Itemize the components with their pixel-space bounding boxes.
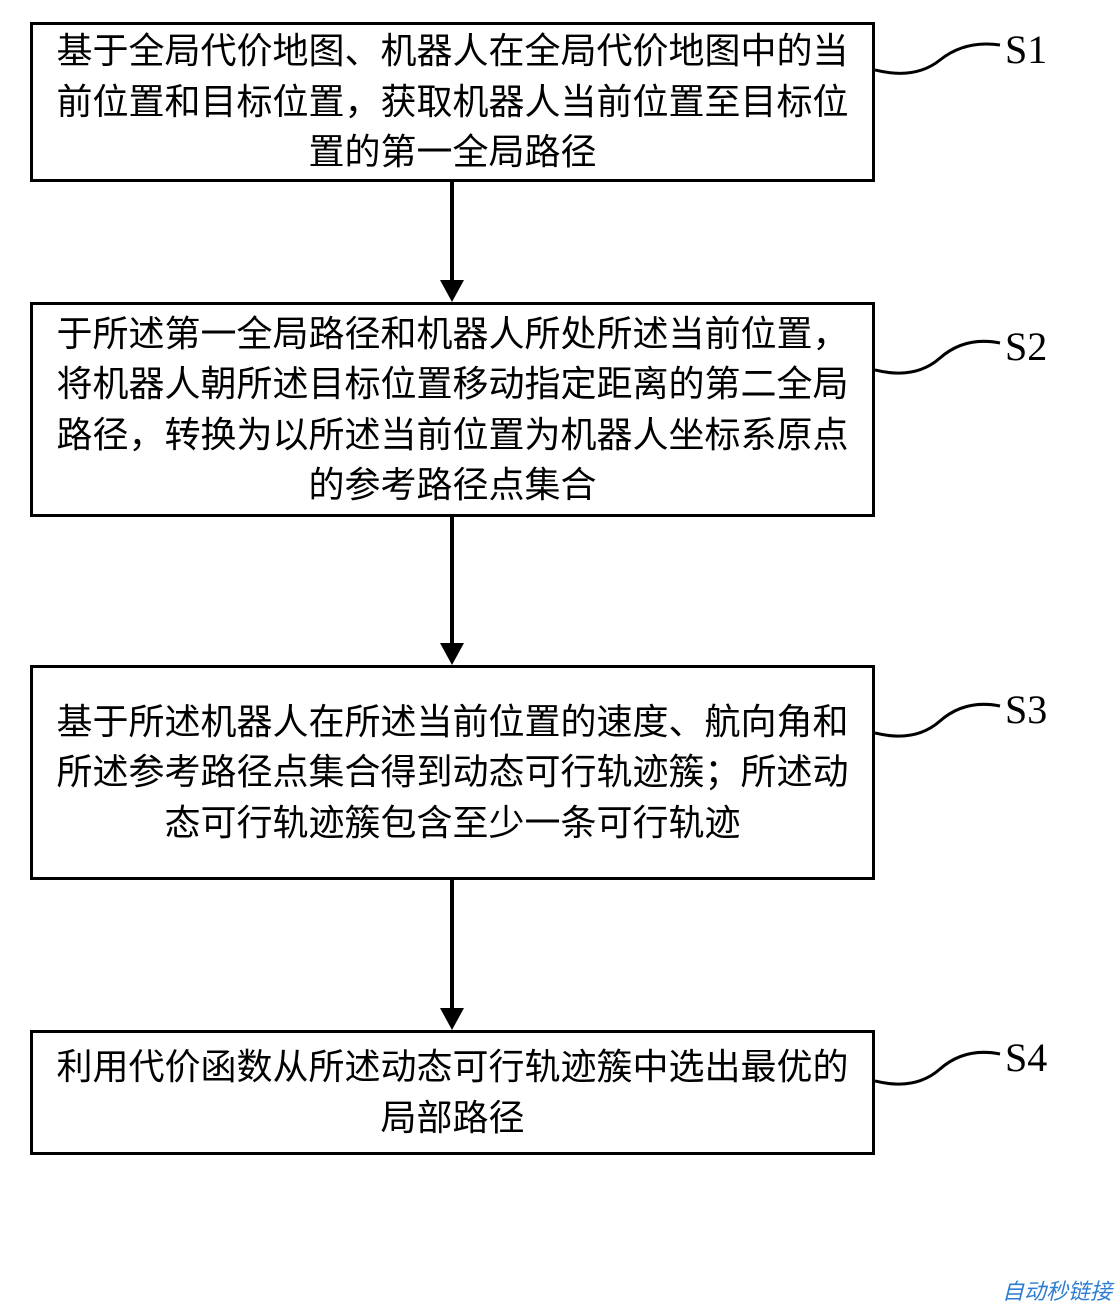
arrow-s3-s4-head	[440, 1008, 464, 1030]
step-label-s3: S3	[1005, 686, 1047, 733]
step-label-s2: S2	[1005, 323, 1047, 370]
label-connector-s1	[875, 20, 1005, 100]
label-connector-s2	[875, 318, 1005, 398]
label-connector-s4	[875, 1029, 1005, 1109]
flowchart-node-s2: 于所述第一全局路径和机器人所处所述当前位置，将机器人朝所述目标位置移动指定距离的…	[30, 302, 875, 517]
flowchart-node-s3-text: 基于所述机器人在所述当前位置的速度、航向角和所述参考路径点集合得到动态可行轨迹簇…	[53, 697, 852, 848]
flowchart-node-s3: 基于所述机器人在所述当前位置的速度、航向角和所述参考路径点集合得到动态可行轨迹簇…	[30, 665, 875, 880]
flowchart-node-s2-text: 于所述第一全局路径和机器人所处所述当前位置，将机器人朝所述目标位置移动指定距离的…	[53, 309, 852, 511]
flowchart-node-s1: 基于全局代价地图、机器人在全局代价地图中的当前位置和目标位置，获取机器人当前位置…	[30, 22, 875, 182]
watermark-text: 自动秒链接	[1002, 1274, 1112, 1306]
arrow-s3-s4-line	[450, 880, 454, 1008]
flowchart-node-s4-text: 利用代价函数从所述动态可行轨迹簇中选出最优的局部路径	[53, 1042, 852, 1143]
flowchart-container: 基于全局代价地图、机器人在全局代价地图中的当前位置和目标位置，获取机器人当前位置…	[0, 0, 1120, 1314]
label-connector-s3	[875, 681, 1005, 761]
step-label-s4: S4	[1005, 1034, 1047, 1081]
flowchart-node-s1-text: 基于全局代价地图、机器人在全局代价地图中的当前位置和目标位置，获取机器人当前位置…	[53, 26, 852, 177]
arrow-s2-s3-head	[440, 643, 464, 665]
arrow-s1-s2-head	[440, 280, 464, 302]
step-label-s1: S1	[1005, 26, 1047, 73]
arrow-s1-s2-line	[450, 182, 454, 280]
arrow-s2-s3-line	[450, 517, 454, 643]
flowchart-node-s4: 利用代价函数从所述动态可行轨迹簇中选出最优的局部路径	[30, 1030, 875, 1155]
